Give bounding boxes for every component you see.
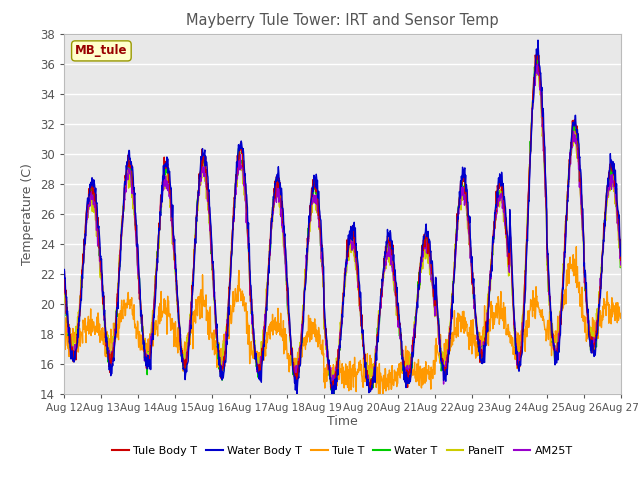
Y-axis label: Temperature (C): Temperature (C) xyxy=(21,163,35,264)
Title: Mayberry Tule Tower: IRT and Sensor Temp: Mayberry Tule Tower: IRT and Sensor Temp xyxy=(186,13,499,28)
X-axis label: Time: Time xyxy=(327,415,358,429)
Text: MB_tule: MB_tule xyxy=(75,44,127,58)
Legend: Tule Body T, Water Body T, Tule T, Water T, PanelT, AM25T: Tule Body T, Water Body T, Tule T, Water… xyxy=(108,441,577,460)
